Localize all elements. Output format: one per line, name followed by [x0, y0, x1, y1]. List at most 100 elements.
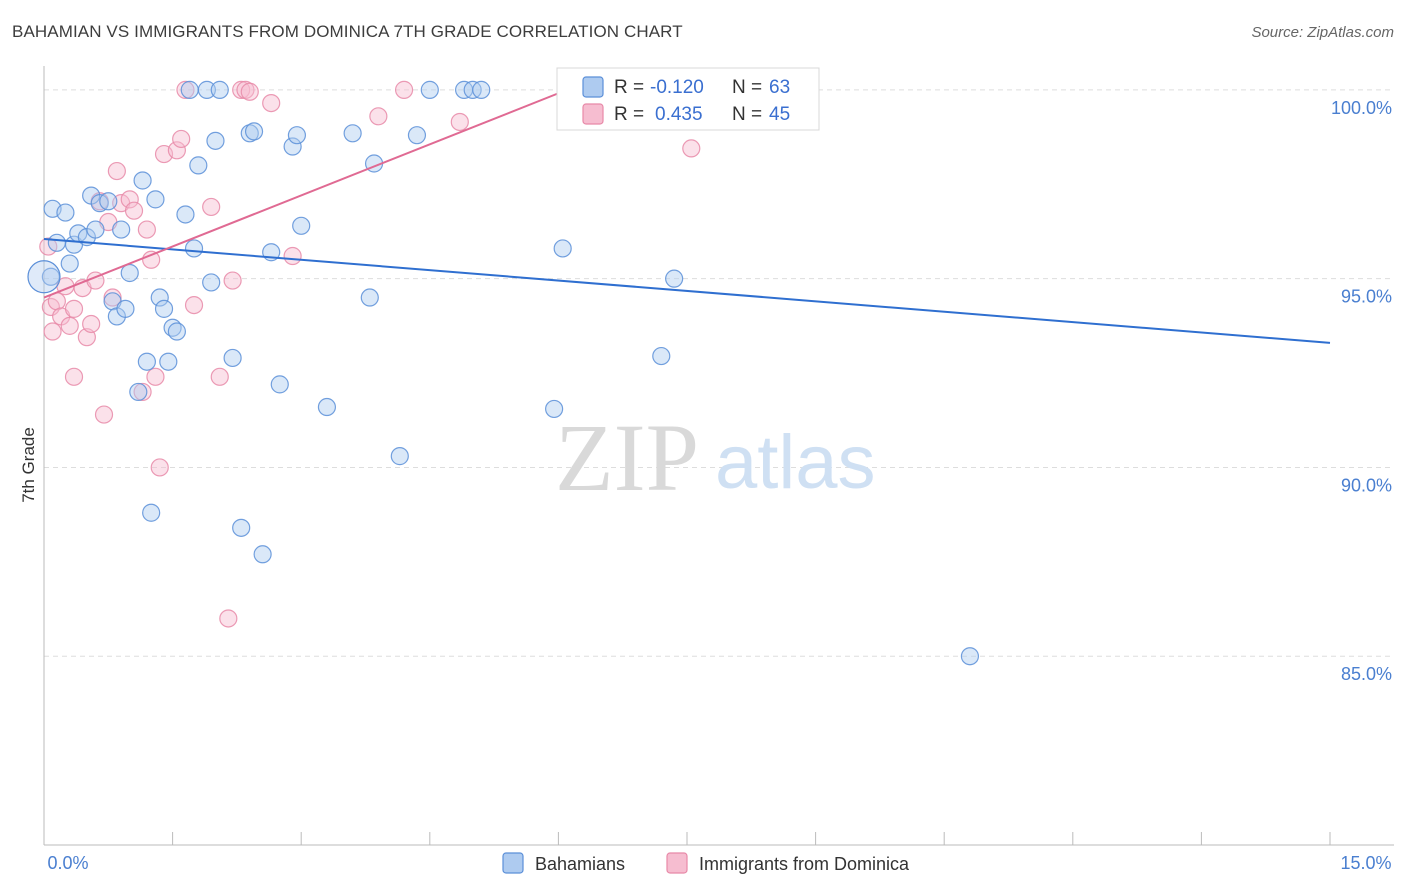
- data-point-dominica: [240, 82, 259, 101]
- data-point-bahamians: [41, 267, 60, 286]
- data-point-dominica: [82, 314, 101, 334]
- stats-legend-swatch-blue: [582, 76, 604, 98]
- data-point-bahamians: [206, 131, 225, 150]
- data-point-bahamians: [189, 156, 208, 175]
- data-point-bahamians: [232, 518, 251, 537]
- data-point-bahamians: [223, 348, 242, 368]
- series-bahamians-points: [27, 80, 980, 666]
- data-point-bahamians: [210, 80, 229, 99]
- data-point-bahamians: [292, 216, 311, 235]
- data-point-bahamians: [146, 190, 165, 209]
- trendline-bahamians: [43, 238, 1331, 344]
- legend-swatch-dominica: [666, 852, 688, 874]
- data-point-bahamians: [420, 80, 439, 99]
- data-point-dominica: [223, 271, 242, 290]
- data-point-dominica: [137, 220, 156, 239]
- y-tick-labels: 85.0% 90.0% 95.0% 100.0%: [1331, 98, 1392, 684]
- source-label: Source: ZipAtlas.com: [1251, 24, 1394, 41]
- data-point-bahamians: [142, 503, 161, 522]
- axes: [43, 66, 1394, 846]
- y-tick-label: 85.0%: [1341, 664, 1392, 684]
- data-point-bahamians: [472, 80, 491, 99]
- stats-r-label-blue: R =: [614, 77, 644, 98]
- data-point-dominica: [167, 141, 186, 160]
- data-point-dominica: [43, 322, 62, 341]
- data-point-bahamians: [283, 137, 302, 156]
- data-point-bahamians: [317, 397, 337, 417]
- data-point-bahamians: [116, 299, 135, 318]
- data-point-bahamians: [287, 126, 307, 145]
- legend-label-bahamians: Bahamians: [535, 854, 625, 874]
- data-point-bahamians: [202, 273, 221, 292]
- data-point-dominica: [120, 190, 139, 209]
- stats-r-label-pink: R =: [614, 104, 644, 125]
- stats-legend: R = -0.120 N = 63 R = 0.435 N = 45: [556, 67, 820, 131]
- stats-r-value-pink: 0.435: [655, 104, 703, 125]
- stats-r-value-blue: -0.120: [650, 77, 704, 98]
- watermark-atlas: atlas: [715, 420, 876, 505]
- watermark: ZIP atlas: [555, 404, 876, 511]
- data-point-dominica: [219, 609, 238, 628]
- data-point-bahamians: [47, 233, 66, 252]
- y-tick-label: 90.0%: [1341, 475, 1392, 495]
- stats-n-label-blue: N =: [732, 77, 762, 98]
- data-point-bahamians: [343, 124, 362, 143]
- data-point-bahamians: [184, 239, 204, 258]
- data-point-dominica: [682, 139, 701, 158]
- data-point-bahamians: [159, 352, 178, 371]
- data-point-bahamians: [360, 288, 379, 307]
- data-point-bahamians: [56, 203, 75, 222]
- data-point-dominica: [202, 197, 221, 217]
- data-point-bahamians: [112, 220, 131, 239]
- data-point-dominica: [64, 367, 84, 386]
- data-point-dominica: [150, 458, 169, 477]
- stats-n-label-pink: N =: [732, 104, 762, 125]
- data-point-bahamians: [167, 322, 186, 341]
- x-tick-label-max: 15.0%: [1340, 853, 1391, 873]
- series-dominica-points: [39, 80, 701, 628]
- x-tick-label-min: 0.0%: [47, 853, 88, 873]
- data-point-bahamians: [390, 447, 409, 466]
- data-point-bahamians: [197, 80, 216, 99]
- data-point-bahamians: [665, 269, 684, 288]
- chart-title: BAHAMIAN VS IMMIGRANTS FROM DOMINICA 7TH…: [12, 22, 683, 41]
- data-point-dominica: [262, 93, 281, 113]
- data-point-dominica: [369, 107, 388, 126]
- data-point-bahamians: [270, 375, 289, 394]
- data-point-dominica: [184, 295, 204, 315]
- data-point-bahamians: [154, 299, 174, 318]
- data-point-dominica: [210, 367, 229, 386]
- data-point-dominica: [283, 246, 302, 266]
- data-point-bahamians: [133, 171, 152, 190]
- legend-swatch-bahamians: [502, 852, 524, 874]
- trendline-dominica: [43, 88, 568, 299]
- stats-n-value-pink: 45: [769, 104, 790, 125]
- bottom-legend: Bahamians Immigrants from Dominica: [502, 852, 910, 874]
- data-point-bahamians: [960, 647, 980, 666]
- data-point-dominica: [124, 201, 144, 220]
- data-point-bahamians: [120, 263, 139, 283]
- data-point-bahamians: [129, 382, 148, 402]
- data-point-bahamians: [86, 220, 105, 239]
- trendlines: [43, 88, 1331, 344]
- data-point-bahamians: [150, 288, 169, 307]
- y-tick-label: 100.0%: [1331, 98, 1392, 118]
- data-point-bahamians: [652, 346, 671, 366]
- data-point-bahamians: [180, 80, 199, 99]
- y-axis-label: 7th Grade: [19, 427, 38, 503]
- data-point-dominica: [107, 161, 126, 181]
- data-point-bahamians: [253, 545, 272, 564]
- data-point-dominica: [133, 382, 152, 402]
- data-point-dominica: [94, 405, 114, 424]
- data-point-bahamians: [553, 239, 572, 258]
- data-point-bahamians: [99, 192, 118, 211]
- data-point-dominica: [394, 80, 414, 99]
- data-point-bahamians: [60, 254, 79, 273]
- data-point-bahamians: [27, 260, 61, 294]
- legend-label-dominica: Immigrants from Dominica: [699, 854, 910, 874]
- stats-legend-swatch-pink: [582, 103, 604, 125]
- data-point-dominica: [176, 80, 195, 99]
- watermark-zip: ZIP: [555, 404, 699, 511]
- stats-n-value-blue: 63: [769, 77, 790, 98]
